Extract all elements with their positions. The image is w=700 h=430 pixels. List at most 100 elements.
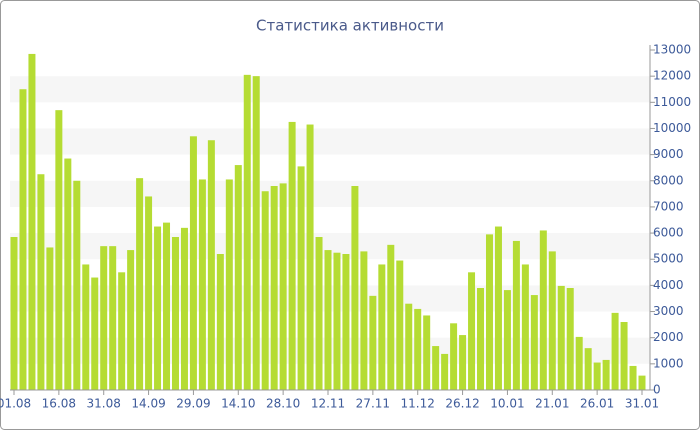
- bar: [163, 222, 171, 390]
- bar: [369, 295, 377, 390]
- y-tick-label: 13000: [653, 43, 691, 57]
- bar: [360, 251, 368, 390]
- y-tick-label: 9000: [653, 147, 684, 161]
- bar: [459, 335, 467, 390]
- bar: [46, 247, 54, 390]
- bar: [100, 246, 108, 390]
- bar: [297, 166, 305, 390]
- bar: [378, 264, 386, 390]
- bar: [414, 308, 422, 390]
- x-tick-label: 27.11: [356, 397, 390, 411]
- y-tick-label: 11000: [653, 95, 691, 109]
- bar: [584, 348, 592, 390]
- bar: [468, 272, 476, 390]
- bar: [387, 244, 395, 390]
- bar: [225, 179, 233, 390]
- bar: [64, 158, 72, 390]
- bar: [638, 375, 646, 390]
- x-tick-label: 26.12: [445, 397, 479, 411]
- y-tick-label: 5000: [653, 252, 684, 266]
- bar: [432, 346, 440, 390]
- grid-band: [10, 128, 650, 155]
- bar: [405, 303, 413, 390]
- bar: [234, 165, 242, 390]
- bar: [37, 174, 45, 390]
- bar: [306, 124, 314, 391]
- x-tick-label: 31.01: [625, 397, 659, 411]
- chart-title: Статистика активности: [256, 17, 444, 35]
- x-tick-label: 11.12: [401, 397, 435, 411]
- x-tick-label: 16.08: [42, 397, 76, 411]
- bar: [423, 315, 431, 390]
- y-tick-label: 4000: [653, 278, 684, 292]
- bar: [548, 251, 556, 390]
- bar: [575, 336, 583, 390]
- x-tick-label: 21.01: [535, 397, 569, 411]
- x-tick-label: 29.09: [176, 397, 210, 411]
- bar: [557, 285, 565, 390]
- bar: [270, 186, 278, 390]
- bar: [252, 76, 260, 391]
- bar: [118, 272, 126, 390]
- bar: [324, 250, 332, 390]
- bar: [611, 312, 619, 390]
- bar: [396, 260, 404, 390]
- bar: [512, 240, 520, 390]
- bar: [55, 110, 63, 391]
- y-tick-label: 0: [653, 383, 661, 397]
- x-tick-label: 26.01: [580, 397, 614, 411]
- bar: [136, 178, 144, 390]
- bar: [620, 322, 628, 390]
- bar: [189, 136, 197, 390]
- bar: [566, 288, 574, 390]
- bar: [629, 365, 637, 390]
- bar: [82, 264, 90, 390]
- x-tick-label: 28.10: [266, 397, 300, 411]
- bar: [180, 227, 188, 390]
- x-tick-label: 12.11: [311, 397, 345, 411]
- bar: [28, 53, 36, 391]
- bar: [503, 290, 511, 390]
- y-tick-label: 6000: [653, 226, 684, 240]
- bar: [342, 254, 350, 390]
- bar: [288, 121, 296, 390]
- bar: [127, 250, 135, 390]
- y-tick-label: 10000: [653, 121, 691, 135]
- x-tick-label: 01.08: [0, 397, 31, 411]
- bar: [539, 230, 547, 390]
- bar: [477, 288, 485, 390]
- x-tick-label: 31.08: [87, 397, 121, 411]
- bar: [530, 295, 538, 390]
- bar: [450, 323, 458, 390]
- bar: [333, 252, 341, 390]
- bar: [109, 246, 117, 390]
- x-tick-label: 14.10: [221, 397, 255, 411]
- bar: [279, 183, 287, 390]
- y-tick-label: 12000: [653, 69, 691, 83]
- bar: [19, 89, 27, 390]
- y-tick-label: 3000: [653, 304, 684, 318]
- bar: [593, 362, 601, 390]
- bar: [351, 186, 359, 390]
- bar: [441, 353, 449, 390]
- bar: [216, 254, 224, 390]
- y-tick-label: 7000: [653, 199, 684, 213]
- bar: [91, 277, 99, 390]
- bar: [602, 359, 610, 390]
- bar: [315, 237, 323, 390]
- grid-band: [10, 76, 650, 103]
- bar: [154, 226, 162, 390]
- bar: [171, 237, 179, 390]
- grid-band: [10, 180, 650, 207]
- y-tick-label: 1000: [653, 356, 684, 370]
- bar: [243, 74, 251, 390]
- y-tick-label: 2000: [653, 330, 684, 344]
- x-tick-label: 14.09: [131, 397, 165, 411]
- bar: [261, 191, 269, 390]
- bar: [10, 237, 18, 390]
- y-tick-label: 8000: [653, 173, 684, 187]
- bar: [198, 179, 206, 390]
- bar: [521, 264, 529, 390]
- bar: [145, 196, 153, 390]
